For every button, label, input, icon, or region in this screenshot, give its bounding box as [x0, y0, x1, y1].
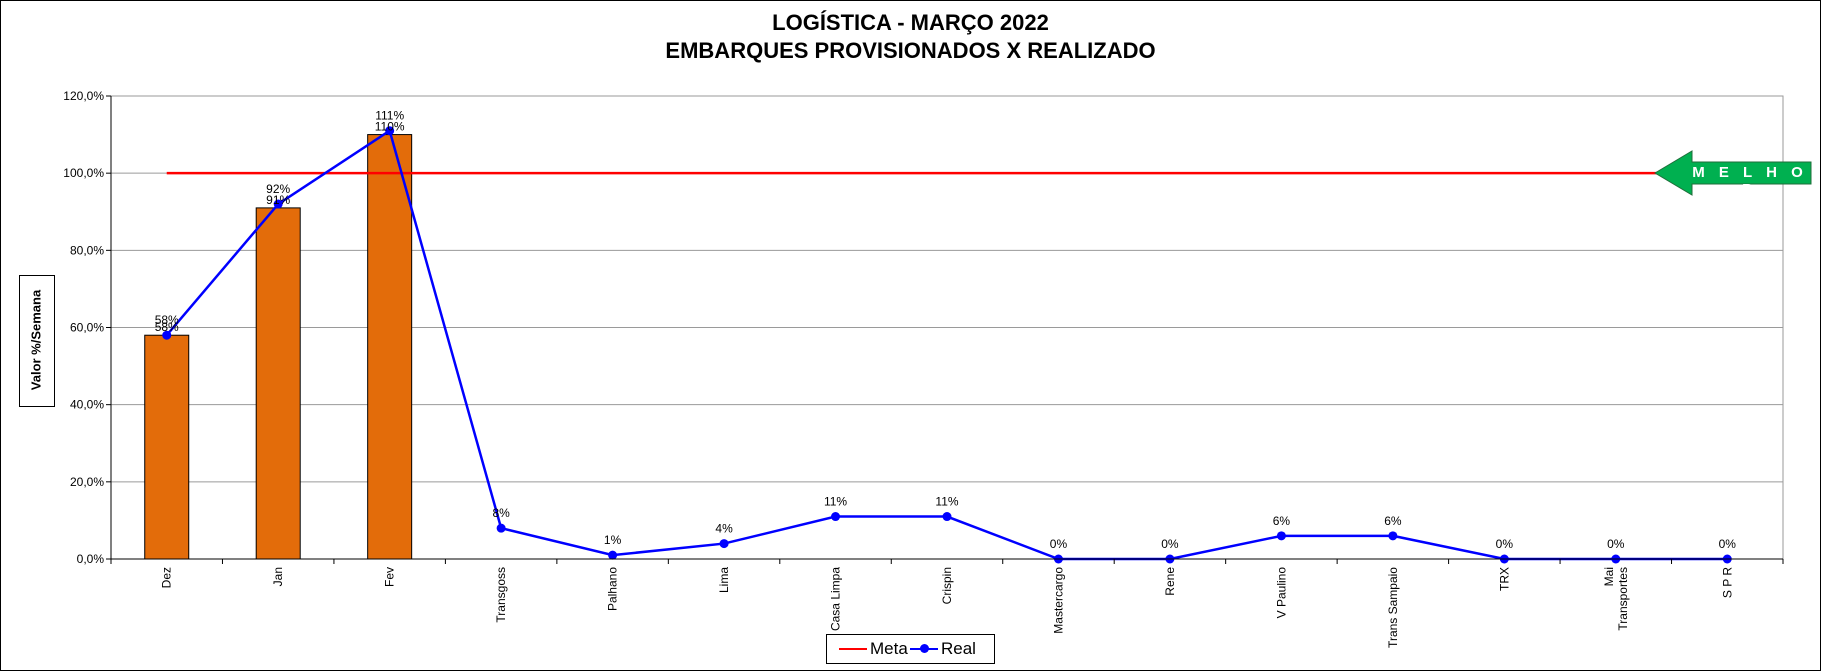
bar-data-label: 58%: [155, 320, 179, 334]
real-point: [1388, 531, 1398, 541]
legend-item-real: Real: [910, 639, 976, 659]
legend-real-swatch: [910, 644, 938, 653]
x-category-label-line: Transportes: [1616, 567, 1630, 631]
real-data-label: 6%: [1384, 514, 1402, 528]
y-tick-label: 20,0%: [70, 475, 104, 489]
legend-meta-label: Meta: [870, 639, 908, 658]
x-category-label-line: S P R: [1720, 567, 1734, 598]
x-category-label-line: V Paulino: [1274, 567, 1288, 619]
real-point: [496, 523, 506, 533]
real-data-label: 0%: [1607, 537, 1625, 551]
real-point: [942, 512, 952, 522]
x-category-label: TRX: [1497, 567, 1511, 591]
x-category-label: V Paulino: [1274, 567, 1288, 619]
x-category-label-line: Lima: [717, 567, 731, 593]
legend-item-meta: Meta: [839, 639, 908, 659]
x-category-label: Dez: [160, 567, 174, 588]
legend-real-label: Real: [941, 639, 976, 658]
x-category-label-line: Fev: [383, 567, 397, 587]
real-data-label: 6%: [1273, 514, 1291, 528]
x-category-label: Rene: [1163, 567, 1177, 596]
x-category-label-line: Mai: [1602, 567, 1616, 586]
y-tick-label: 100,0%: [63, 166, 104, 180]
real-data-label: 0%: [1496, 537, 1514, 551]
y-axis-label-box: [19, 275, 55, 407]
bar-layer: [144, 134, 413, 560]
real-data-label: 1%: [604, 533, 622, 547]
x-category-label-line: Dez: [160, 567, 174, 588]
y-tick-label: 40,0%: [70, 398, 104, 412]
real-data-label: 8%: [492, 506, 510, 520]
bar-data-label: 110%: [375, 120, 405, 134]
bar-jan: [255, 207, 301, 560]
x-category-label-line: Casa Limpa: [829, 567, 843, 631]
y-tick-label: 0,0%: [77, 552, 105, 566]
bar-dez: [144, 334, 190, 560]
real-point: [831, 512, 841, 522]
real-data-label: 0%: [1719, 537, 1737, 551]
x-category-label-line: Crispin: [940, 567, 954, 604]
x-category-label: MaiTransportes: [1602, 567, 1630, 631]
x-category-label: Transgoss: [494, 567, 508, 623]
x-category-label: Casa Limpa: [829, 567, 843, 631]
x-category-label-line: Palhano: [606, 567, 620, 611]
real-layer: [162, 126, 1732, 564]
real-point: [162, 330, 172, 340]
x-category-label: Crispin: [940, 567, 954, 604]
melhor-arrow-badge: [1654, 150, 1812, 196]
real-data-label: 4%: [715, 522, 733, 536]
real-data-label: 58%: [155, 313, 179, 327]
y-tick-label: 80,0%: [70, 243, 104, 257]
x-category-label-line: Rene: [1163, 567, 1177, 596]
real-data-label: 11%: [824, 495, 847, 509]
y-tick-label: 120,0%: [63, 89, 104, 103]
legend-meta-swatch: [839, 648, 867, 650]
x-category-label: Trans Sampaio: [1386, 567, 1400, 648]
x-category-label: Fev: [383, 567, 397, 587]
melhor-badge-label: M E L H O R: [1692, 164, 1808, 198]
chart-title-line1: LOGÍSTICA - MARÇO 2022: [772, 10, 1049, 35]
bar-data-label: 91%: [266, 193, 290, 207]
label-layer: 58% 91% 110% 58% 92% 111% 8% 1% 4% 11% 11% 0% 0% 6% 6%…: [155, 109, 1737, 551]
x-category-label: Lima: [717, 567, 731, 593]
legend-real-marker: [920, 644, 929, 653]
real-point: [385, 126, 395, 136]
bar-fev: [367, 134, 413, 560]
y-tick-label: 60,0%: [70, 321, 104, 335]
real-data-label: 0%: [1161, 537, 1179, 551]
real-data-label: 111%: [375, 109, 404, 123]
x-category-label-line: Transgoss: [494, 567, 508, 623]
grid-layer: [110, 95, 1784, 560]
x-category-label: Jan: [271, 567, 285, 586]
x-category-label: Mastercargo: [1051, 567, 1065, 634]
x-category-label-line: TRX: [1497, 567, 1511, 591]
real-data-label: 0%: [1050, 537, 1068, 551]
axes-layer: 0,0% 20,0% 40,0% 60,0% 80,0% 100,0% 120,0% Dez J…: [63, 89, 1784, 648]
real-data-label: 11%: [935, 495, 958, 509]
x-category-label: S P R: [1720, 567, 1734, 598]
x-category-label-line: Mastercargo: [1051, 567, 1065, 634]
real-point: [608, 550, 618, 560]
real-point: [719, 539, 729, 549]
legend: Meta Real: [826, 634, 995, 664]
x-category-label-line: Trans Sampaio: [1386, 567, 1400, 648]
real-point: [273, 199, 283, 209]
x-category-label-line: Jan: [271, 567, 285, 586]
real-point: [1276, 531, 1286, 541]
chart-title-line2: EMBARQUES PROVISIONADOS X REALIZADO: [665, 38, 1156, 63]
real-data-label: 92%: [266, 182, 290, 196]
x-category-label: Palhano: [606, 567, 620, 611]
